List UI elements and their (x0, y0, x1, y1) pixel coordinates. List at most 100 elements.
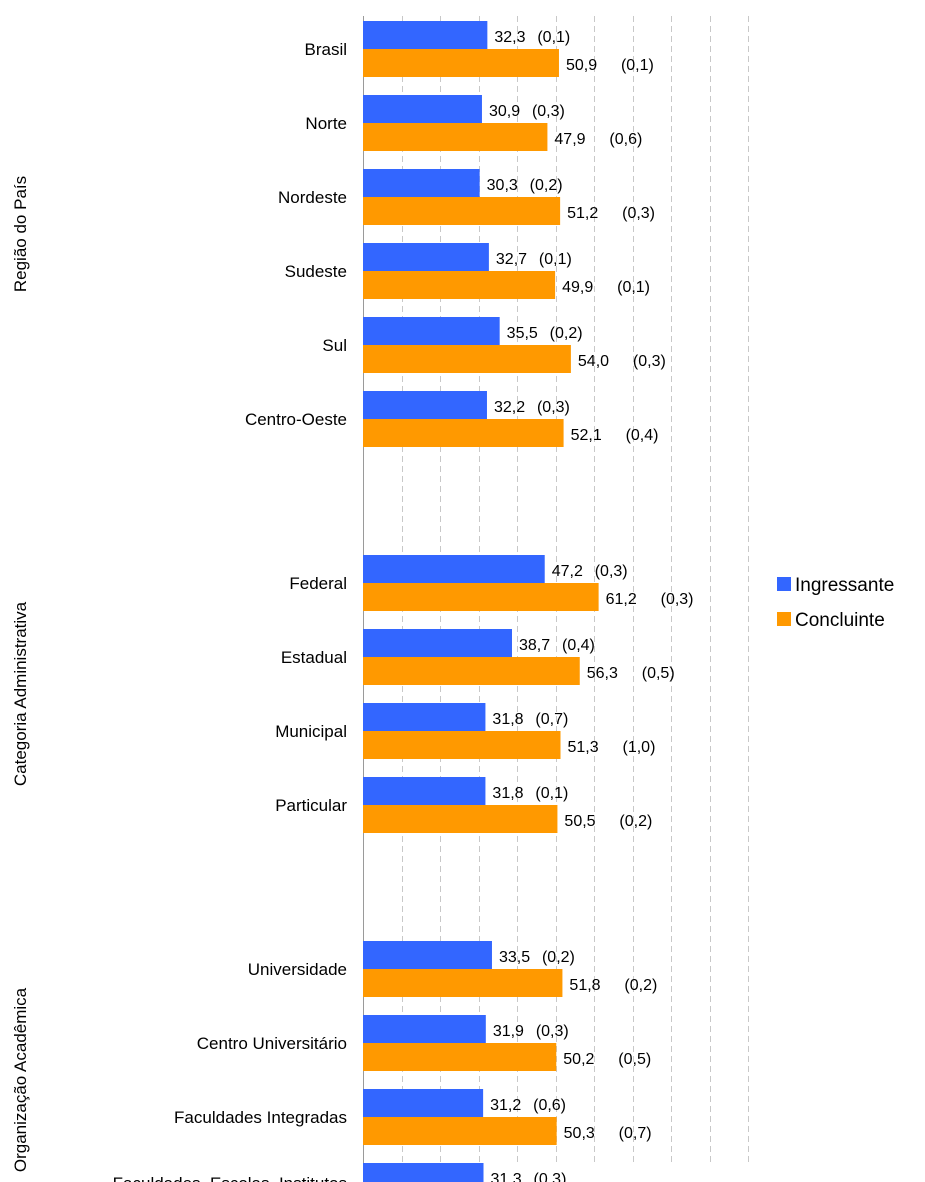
value-label-ingressante: 33,5 (499, 949, 530, 966)
value-label-concluinte: 50,3 (564, 1125, 595, 1142)
legend-concluinte-swatch (777, 612, 791, 626)
se-label-ingressante: (0,2) (542, 949, 575, 966)
value-label-concluinte: 50,2 (563, 1051, 594, 1068)
value-label-concluinte: 51,2 (567, 205, 598, 222)
value-label-ingressante: 38,7 (519, 637, 550, 654)
se-label-ingressante: (0,1) (537, 29, 570, 46)
se-label-ingressante: (0,2) (550, 325, 583, 342)
category-label: Brasil (304, 40, 347, 59)
category-label: Sudeste (285, 262, 347, 281)
category-label: Particular (275, 796, 347, 815)
se-label-ingressante: (0,1) (539, 251, 572, 268)
category-label: Municipal (275, 722, 347, 741)
category-label: Faculdades Integradas (174, 1108, 347, 1127)
value-label-concluinte: 50,9 (566, 57, 597, 74)
bar-ingressante (363, 777, 486, 805)
value-label-ingressante: 30,9 (489, 103, 520, 120)
se-label-concluinte: (0,2) (624, 977, 657, 994)
value-label-ingressante: 31,3 (491, 1171, 522, 1182)
bar-concluinte (363, 805, 558, 833)
category-label: Centro Universitário (197, 1034, 347, 1053)
value-label-ingressante: 31,9 (493, 1023, 524, 1040)
value-label-ingressante: 30,3 (487, 177, 518, 194)
bar-ingressante (363, 1015, 486, 1043)
bar-ingressante (363, 317, 500, 345)
se-label-concluinte: (0,5) (642, 665, 675, 682)
se-label-concluinte: (0,1) (617, 279, 650, 296)
se-label-concluinte: (0,7) (619, 1125, 652, 1142)
value-label-ingressante: 31,8 (492, 785, 523, 802)
se-label-concluinte: (0,5) (618, 1051, 651, 1068)
bar-concluinte (363, 1117, 557, 1145)
value-label-concluinte: 49,9 (562, 279, 593, 296)
se-label-concluinte: (0,6) (609, 131, 642, 148)
bar-ingressante (363, 21, 488, 49)
se-label-ingressante: (0,3) (532, 103, 565, 120)
bar-ingressante (363, 703, 486, 731)
se-label-ingressante: (0,3) (537, 399, 570, 416)
value-label-concluinte: 51,3 (568, 739, 599, 756)
se-label-concluinte: (0,4) (626, 427, 659, 444)
category-label: Universidade (248, 960, 347, 979)
category-label-line: Faculdades, Escolas, Institutos (113, 1174, 347, 1182)
se-label-ingressante: (0,2) (530, 177, 563, 194)
bar-ingressante (363, 941, 492, 969)
category-label: Estadual (281, 648, 347, 667)
se-label-concluinte: (0,3) (622, 205, 655, 222)
value-label-ingressante: 32,3 (494, 29, 525, 46)
category-label: Federal (289, 574, 347, 593)
value-label-ingressante: 47,2 (552, 563, 583, 580)
category-label: Sul (322, 336, 347, 355)
se-label-concluinte: (0,2) (619, 813, 652, 830)
se-label-ingressante: (0,4) (562, 637, 595, 654)
legend-ingressante-swatch (777, 577, 791, 591)
se-label-ingressante: (0,3) (536, 1023, 569, 1040)
se-label-ingressante: (0,3) (595, 563, 628, 580)
bar-ingressante (363, 169, 480, 197)
value-label-ingressante: 31,8 (492, 711, 523, 728)
bar-concluinte (363, 731, 561, 759)
bar-ingressante (363, 391, 487, 419)
bar-ingressante (363, 243, 489, 271)
legend-ingressante-label: Ingressante (795, 575, 894, 596)
legend: Ingressante Concluinte (777, 575, 894, 631)
category-label: Norte (305, 114, 347, 133)
bar-concluinte (363, 969, 563, 997)
value-label-ingressante: 32,7 (496, 251, 527, 268)
bar-concluinte (363, 345, 571, 373)
bar-concluinte (363, 197, 561, 225)
legend-concluinte-label: Concluinte (795, 610, 885, 631)
bar-concluinte (363, 123, 548, 151)
bar-concluinte (363, 583, 599, 611)
se-label-concluinte: (0,3) (661, 591, 694, 608)
se-label-concluinte: (1,0) (623, 739, 656, 756)
bar-ingressante (363, 1163, 484, 1182)
bar-ingressante (363, 629, 512, 657)
bars (363, 21, 599, 1182)
bar-ingressante (363, 1089, 484, 1117)
category-label: Faculdades, Escolas, InstitutosSuperiore… (113, 1174, 347, 1182)
value-label-concluinte: 51,8 (569, 977, 600, 994)
category-label: Centro-Oeste (245, 410, 347, 429)
bar-concluinte (363, 49, 559, 77)
group-label: Categoria Administrativa (11, 601, 30, 786)
value-label-ingressante: 31,2 (490, 1097, 521, 1114)
value-label-ingressante: 35,5 (507, 325, 538, 342)
category-label: Nordeste (278, 188, 347, 207)
value-label-concluinte: 52,1 (571, 427, 602, 444)
bar-concluinte (363, 271, 556, 299)
value-label-ingressante: 32,2 (494, 399, 525, 416)
value-label-concluinte: 61,2 (606, 591, 637, 608)
value-label-concluinte: 56,3 (587, 665, 618, 682)
se-label-concluinte: (0,1) (621, 57, 654, 74)
se-label-ingressante: (0,7) (535, 711, 568, 728)
labels: 32,3 (0,1) 50,9 (0,1) Brasil 30,9 (0,3) 47,9 (0,… (11, 29, 694, 1182)
bar-ingressante (363, 555, 545, 583)
bar-concluinte (363, 419, 564, 447)
bar-concluinte (363, 1043, 557, 1071)
value-label-concluinte: 47,9 (554, 131, 585, 148)
bar-ingressante (363, 95, 482, 123)
value-label-concluinte: 50,5 (564, 813, 595, 830)
se-label-ingressante: (0,1) (535, 785, 568, 802)
value-label-concluinte: 54,0 (578, 353, 609, 370)
